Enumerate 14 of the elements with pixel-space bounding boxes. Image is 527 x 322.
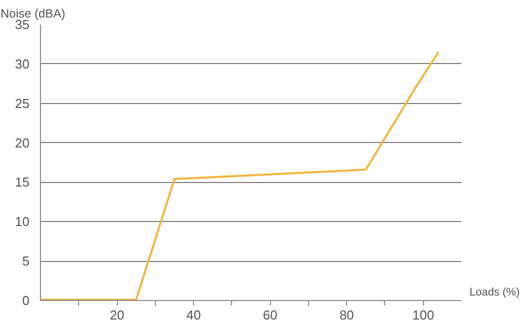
y-tick-label: 10 [15,214,30,230]
x-tick-label: 60 [262,308,278,322]
y-tick-label: 15 [15,174,30,190]
x-axis-title: Loads (%) [470,286,520,298]
y-tick-label: 20 [15,135,30,150]
x-tick-label: 40 [186,308,201,322]
y-tick-label: 5 [22,254,30,269]
y-tick-label: 30 [15,56,30,72]
y-tick-label: 25 [15,96,30,111]
x-tick-label: 80 [339,308,354,322]
x-tick-label: 20 [110,308,124,322]
line-series [40,51,440,300]
x-tick-label: 100 [412,308,434,322]
y-tick-label: 0 [22,293,30,308]
